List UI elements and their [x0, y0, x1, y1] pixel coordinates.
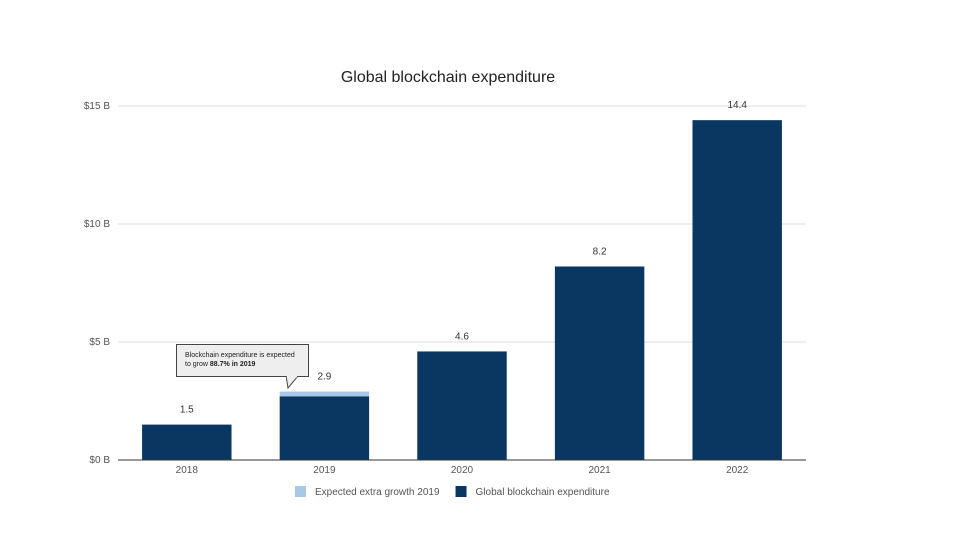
y-axis-ticks: $0 B $5 B $10 B $15 B [84, 101, 110, 466]
legend-swatch [455, 486, 467, 497]
data-label: 4.6 [455, 331, 469, 342]
bar [417, 351, 507, 460]
bars [142, 120, 782, 460]
legend-label: Expected extra growth 2019 [315, 487, 440, 498]
y-tick-label: $5 B [89, 337, 110, 348]
data-labels: 1.5 2.9 4.6 8.2 14.4 [180, 100, 748, 415]
x-tick-label: 2021 [588, 465, 611, 476]
legend-swatch [295, 486, 306, 497]
y-tick-label: $0 B [89, 455, 110, 466]
chart-title: Global blockchain expenditure [341, 69, 555, 86]
data-label: 14.4 [727, 100, 747, 111]
gridlines [118, 105, 806, 343]
annotation-callout: Blockchain expenditure is expected to gr… [176, 344, 309, 377]
bar [279, 391, 370, 397]
legend: Expected extra growth 2019 Global blockch… [295, 486, 610, 498]
data-label: 8.2 [593, 246, 607, 257]
bar [554, 266, 645, 460]
bar [692, 120, 782, 460]
x-tick-label: 2019 [313, 465, 336, 476]
y-tick-label: $15 B [84, 101, 110, 112]
data-label: 2.9 [317, 372, 331, 383]
x-tick-label: 2018 [176, 465, 199, 476]
data-label: 1.5 [180, 405, 194, 416]
bar [279, 396, 370, 460]
x-tick-label: 2020 [451, 465, 474, 476]
y-tick-label: $10 B [84, 219, 110, 230]
legend-label: Global blockchain expenditure [476, 487, 610, 498]
x-axis-ticks: 2018 2019 2020 2021 2022 [176, 465, 749, 476]
annotation-text: Blockchain expenditure is expected to gr… [185, 352, 295, 368]
annotation-bold-text: 88.7% in 2019 [209, 361, 256, 368]
x-tick-label: 2022 [726, 465, 749, 476]
bar [142, 424, 232, 460]
annotation-pointer [286, 376, 299, 390]
